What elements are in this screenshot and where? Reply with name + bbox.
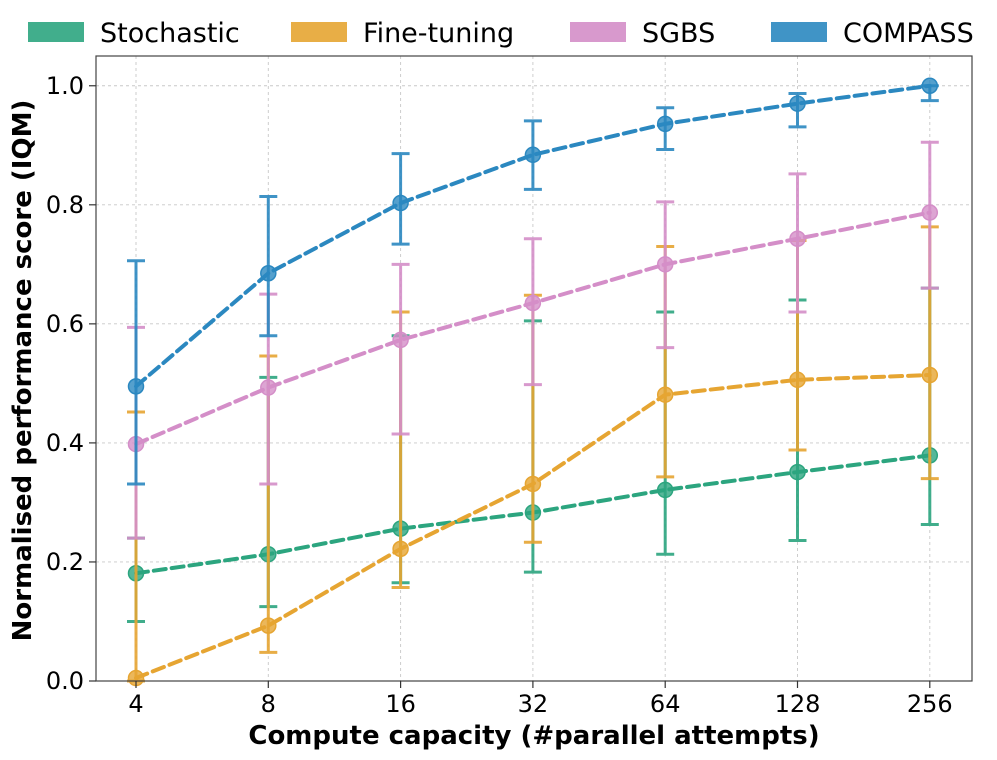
x-tick-label: 32 xyxy=(518,690,549,718)
point-fine-tuning xyxy=(789,371,806,389)
legend-label-sgbs: SGBS xyxy=(642,18,715,49)
series-layer xyxy=(127,77,939,687)
legend-swatch-sgbs xyxy=(570,22,626,42)
x-tick-label: 8 xyxy=(261,690,276,718)
x-tick-label: 4 xyxy=(128,690,143,718)
y-tick-label: 0.0 xyxy=(46,667,84,695)
x-axis-title: Compute capacity (#parallel attempts) xyxy=(248,721,819,751)
plot-frame xyxy=(95,55,973,682)
point-fine-tuning xyxy=(524,475,542,493)
axis-ticks: 4 8 16 32 64 128 256 0.0 0.2 0.4 0.6 0.8 1.0 xyxy=(46,72,953,718)
legend-swatch-stochastic xyxy=(28,22,84,42)
x-tick-label: 64 xyxy=(650,690,681,718)
point-compass xyxy=(656,115,674,133)
legend-label-stochastic: Stochastic xyxy=(100,18,240,49)
point-fine-tuning xyxy=(921,366,939,384)
legend-label-compass: COMPASS xyxy=(843,18,974,49)
y-tick-label: 0.6 xyxy=(46,310,84,338)
y-tick-label: 0.2 xyxy=(46,548,84,576)
x-tick-label: 256 xyxy=(907,690,953,718)
legend: Stochastic Fine-tuning SGBS COMPASS xyxy=(28,18,974,49)
x-tick-label: 128 xyxy=(775,690,821,718)
point-compass xyxy=(524,146,542,164)
point-compass xyxy=(921,77,939,95)
point-compass xyxy=(789,95,806,112)
y-tick-label: 0.4 xyxy=(46,429,84,457)
y-axis-title: Normalised performance score (IQM) xyxy=(8,100,38,642)
point-compass xyxy=(260,265,277,282)
point-fine-tuning xyxy=(656,386,674,403)
point-stochastic xyxy=(656,481,674,499)
legend-swatch-fine-tuning xyxy=(291,22,347,42)
point-sgbs xyxy=(656,256,674,273)
x-tick-label: 16 xyxy=(385,690,416,718)
point-sgbs xyxy=(392,331,409,349)
legend-swatch-compass xyxy=(771,22,827,42)
y-tick-label: 0.8 xyxy=(46,191,84,219)
point-sgbs xyxy=(524,294,542,312)
point-fine-tuning xyxy=(260,617,277,634)
y-tick-label: 1.0 xyxy=(46,72,84,100)
point-sgbs xyxy=(789,230,806,247)
series-compass xyxy=(127,77,939,486)
point-fine-tuning xyxy=(392,540,409,558)
legend-label-fine-tuning: Fine-tuning xyxy=(363,18,514,49)
point-sgbs xyxy=(921,204,939,221)
point-compass xyxy=(392,194,409,212)
point-stochastic xyxy=(789,463,806,481)
point-compass xyxy=(127,378,145,395)
point-sgbs xyxy=(260,379,277,396)
